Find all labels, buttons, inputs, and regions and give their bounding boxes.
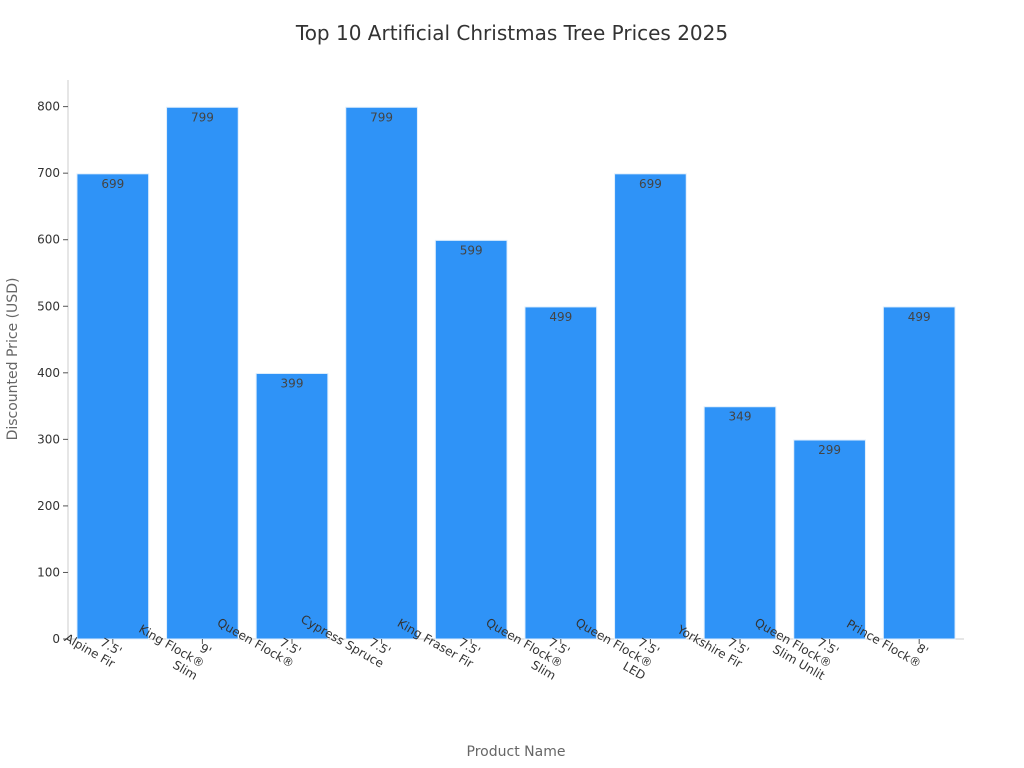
y-tick-label: 700: [37, 166, 60, 180]
bar: [882, 306, 956, 640]
y-tick-label: 0: [52, 632, 60, 646]
bar: [703, 406, 777, 640]
bar: [166, 106, 239, 640]
y-tick-label: 300: [37, 432, 60, 446]
data-label: 799: [191, 110, 214, 124]
y-tick-label: 200: [37, 499, 60, 513]
data-label: 349: [729, 410, 752, 424]
bar: [614, 173, 687, 640]
data-label: 499: [908, 310, 931, 324]
chart-title: Top 10 Artificial Christmas Tree Prices …: [295, 21, 728, 45]
data-label: 599: [460, 243, 483, 257]
bar: [255, 372, 329, 640]
bar: [76, 173, 150, 640]
x-axis-title: Product Name: [467, 744, 566, 760]
data-label: 799: [370, 110, 393, 124]
y-axis-title: Discounted Price (USD): [5, 278, 21, 441]
bar: [345, 106, 418, 640]
data-label: 699: [101, 177, 124, 191]
y-tick-label: 500: [37, 299, 60, 313]
y-tick-label: 400: [37, 366, 60, 380]
bar: [524, 306, 598, 640]
data-label: 299: [818, 443, 841, 457]
data-label: 399: [281, 376, 304, 390]
bar: [793, 439, 866, 640]
y-tick-label: 800: [37, 100, 60, 114]
data-label: 499: [549, 310, 572, 324]
data-label: 699: [639, 177, 662, 191]
y-tick-label: 600: [37, 233, 60, 247]
bar: [434, 239, 508, 640]
y-tick-label: 100: [37, 565, 60, 579]
